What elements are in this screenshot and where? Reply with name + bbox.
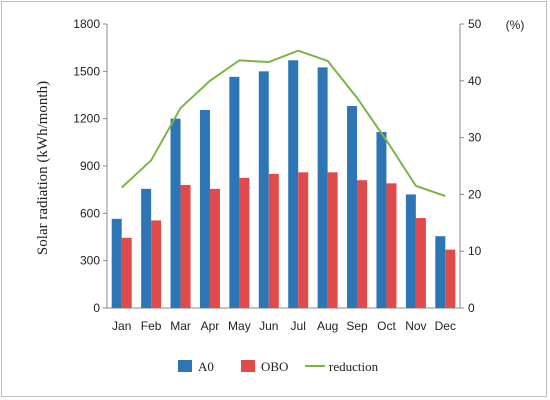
- bar-obo-aug: [327, 172, 338, 308]
- x-tick-label: Oct: [377, 319, 396, 333]
- bar-a0-apr: [199, 109, 210, 308]
- bar-obo-dec: [445, 249, 456, 308]
- legend-swatch-a0: [178, 360, 192, 372]
- plot-axes: [103, 23, 464, 309]
- x-tick-label: Jun: [259, 319, 278, 333]
- y2-tick-label: 20: [468, 187, 482, 201]
- y-tick-label: 0: [93, 301, 100, 315]
- y2-tick-label: 30: [468, 131, 482, 145]
- bar-a0-jul: [288, 60, 299, 309]
- y2-tick-label: 50: [468, 17, 482, 31]
- y-tick-label: 1200: [73, 112, 100, 126]
- legend-label-obo: OBO: [261, 359, 288, 374]
- y2-axis-title: (%): [506, 18, 525, 32]
- bar-obo-apr: [209, 188, 220, 308]
- bar-a0-dec: [435, 236, 446, 308]
- x-tick-label: May: [228, 319, 251, 333]
- bar-a0-aug: [317, 67, 328, 308]
- bar-obo-jul: [298, 172, 309, 308]
- bar-a0-may: [229, 76, 240, 308]
- y-axis-title: Solar radiation (kWh/month): [35, 81, 51, 255]
- x-tick-label: Jul: [291, 319, 306, 333]
- legend-swatch-obo: [241, 360, 255, 372]
- ticks: 0 300 600 900 1200 1500 1800 0 10 20 30 40 50 Jan Feb M…: [73, 17, 481, 333]
- reduction-line-group: [121, 49, 446, 198]
- bars: [111, 60, 456, 309]
- x-tick-label: Mar: [170, 319, 191, 333]
- bar-a0-jun: [258, 71, 269, 308]
- y2-tick-label: 40: [468, 74, 482, 88]
- x-tick-label: Feb: [141, 319, 162, 333]
- legend-label-a0: A0: [198, 359, 214, 374]
- y-tick-label: 1800: [73, 17, 100, 31]
- x-tick-label: Aug: [317, 319, 338, 333]
- bar-obo-feb: [151, 220, 162, 308]
- bar-obo-jun: [268, 173, 279, 308]
- y-tick-label: 1500: [73, 64, 100, 78]
- series-line-reduction: [121, 49, 446, 198]
- y2-tick-label: 10: [468, 244, 482, 258]
- bar-a0-nov: [405, 194, 416, 308]
- y-tick-label: 900: [80, 159, 100, 173]
- x-tick-label: Nov: [405, 319, 426, 333]
- bar-a0-mar: [170, 118, 181, 309]
- bar-obo-nov: [415, 218, 426, 308]
- x-tick-label: Dec: [435, 319, 456, 333]
- bar-obo-sep: [357, 180, 368, 308]
- bar-a0-sep: [347, 106, 358, 309]
- x-tick-label: Sep: [346, 319, 368, 333]
- y-tick-label: 600: [80, 206, 100, 220]
- x-tick-label: Jan: [112, 319, 131, 333]
- y-tick-label: 300: [80, 254, 100, 268]
- bar-a0-jan: [111, 218, 122, 308]
- bar-obo-may: [239, 177, 250, 308]
- y2-tick-label: 0: [468, 301, 475, 315]
- bar-obo-jan: [121, 237, 132, 308]
- bar-obo-mar: [180, 184, 191, 308]
- x-tick-label: Apr: [201, 319, 220, 333]
- legend: A0 OBO reduction: [178, 359, 379, 374]
- bar-a0-feb: [141, 188, 152, 308]
- bar-a0-oct: [376, 132, 387, 308]
- legend-label-reduction: reduction: [329, 359, 379, 374]
- bar-obo-oct: [386, 183, 397, 308]
